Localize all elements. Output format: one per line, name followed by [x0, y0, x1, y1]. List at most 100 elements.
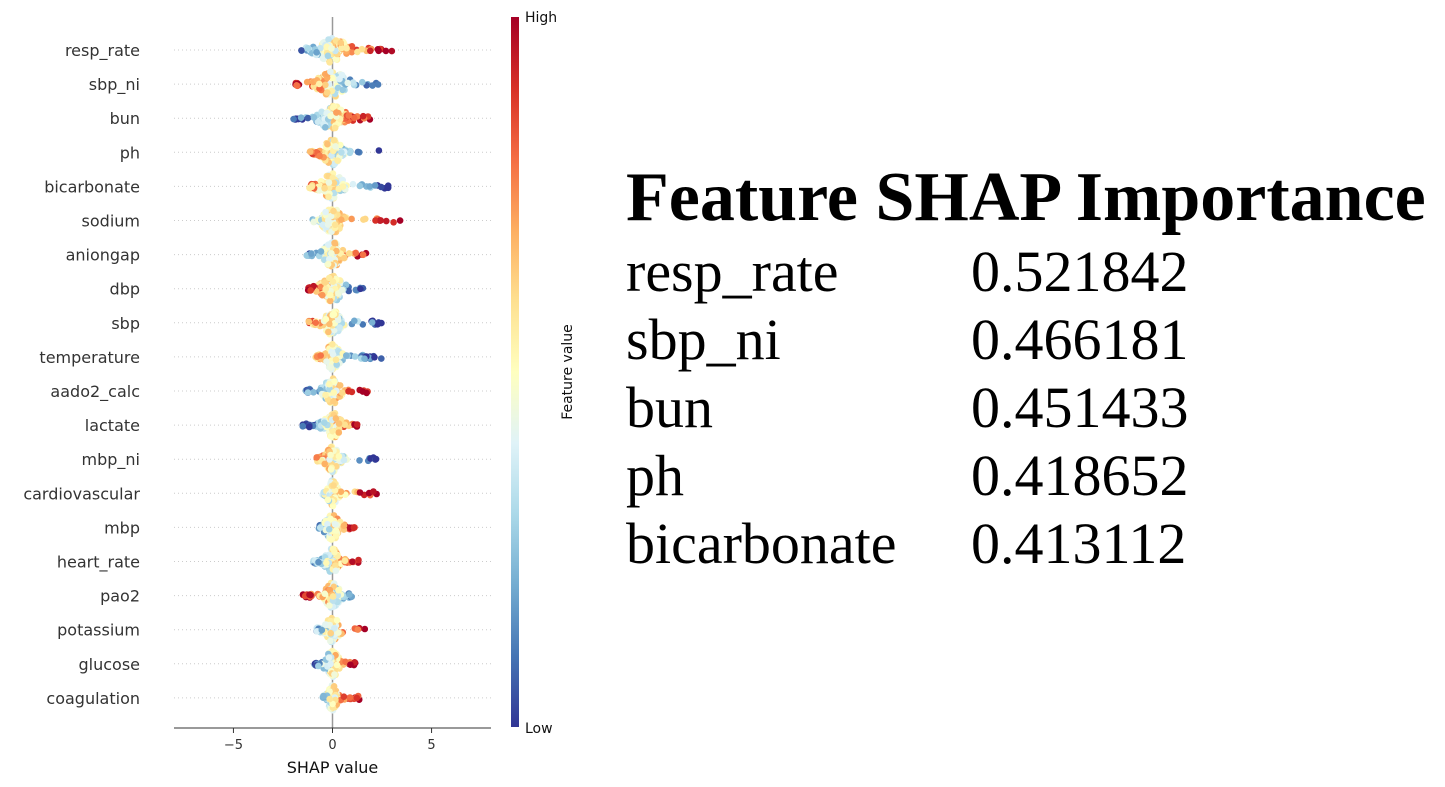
shap-point: [325, 654, 333, 661]
shap-point: [355, 556, 362, 564]
shap-point: [317, 248, 325, 255]
importance-value: 0.418652: [971, 443, 1189, 508]
colorbar-title: Feature value: [560, 324, 576, 420]
shap-point: [356, 489, 364, 496]
shap-point: [325, 328, 332, 336]
shap-point: [372, 217, 379, 224]
shap-point: [375, 147, 383, 154]
shap-point: [371, 182, 379, 189]
shap-point: [323, 89, 331, 96]
shap-point: [339, 86, 347, 94]
shap-points: [290, 35, 404, 714]
shap-point: [329, 104, 337, 111]
shap-point: [338, 44, 345, 52]
shap-point: [322, 315, 330, 323]
shap-point: [327, 637, 334, 645]
importance-feature-name: bun: [626, 375, 713, 440]
shap-point: [330, 137, 338, 144]
shap-point: [326, 59, 333, 66]
feature-label: ph: [120, 143, 140, 162]
shap-point: [362, 215, 369, 223]
shap-point: [304, 114, 312, 122]
shap-point: [327, 364, 335, 371]
x-tick-label: 0: [328, 738, 336, 753]
shap-point: [327, 629, 335, 637]
feature-label: sodium: [82, 212, 140, 231]
x-tick-label: 5: [427, 738, 435, 753]
importance-row: bicarbonate 0.413112: [626, 510, 1426, 578]
shap-point: [306, 591, 313, 598]
shap-point: [332, 562, 339, 569]
shap-point: [321, 590, 329, 597]
feature-label: aniongap: [66, 246, 140, 265]
shap-point: [322, 621, 329, 628]
shap-point: [353, 694, 361, 702]
shap-point: [354, 148, 362, 156]
shap-point: [333, 617, 341, 624]
shap-point: [344, 79, 352, 87]
shap-point: [325, 526, 333, 533]
importance-title: Feature SHAP Importance: [626, 159, 1426, 236]
shap-point: [308, 250, 315, 257]
shap-point: [290, 115, 297, 123]
shap-point: [328, 45, 335, 52]
shap-point: [326, 291, 334, 299]
shap-point: [333, 109, 340, 116]
feature-label: mbp: [104, 518, 140, 537]
importance-feature-name: sbp_ni: [626, 307, 781, 372]
shap-point: [323, 358, 330, 365]
shap-point: [346, 591, 353, 598]
importance-feature-name: resp_rate: [626, 239, 839, 304]
shap-point: [372, 455, 380, 463]
shap-point: [329, 545, 337, 553]
shap-point: [325, 193, 332, 201]
shap-point: [325, 36, 332, 43]
shap-point: [318, 626, 326, 634]
shap-point: [324, 520, 331, 528]
shap-point: [361, 625, 369, 633]
shap-point: [357, 285, 364, 293]
importance-value: 0.521842: [971, 239, 1189, 304]
shap-point: [306, 148, 314, 155]
shap-point: [390, 219, 397, 226]
shap-point: [383, 217, 390, 225]
feature-label: pao2: [100, 587, 140, 606]
importance-row: sbp_ni 0.466181: [626, 306, 1426, 374]
colorbar-high-label: High: [525, 10, 557, 26]
shap-point: [325, 241, 332, 248]
shap-point: [371, 354, 378, 361]
shap-point: [367, 47, 374, 55]
shap-point: [326, 320, 333, 328]
importance-feature-name: bicarbonate: [626, 511, 897, 576]
shap-point: [306, 423, 313, 431]
shap-point: [321, 279, 329, 286]
shap-point: [325, 179, 333, 186]
shap-point: [356, 457, 363, 464]
shap-point: [351, 353, 359, 360]
shap-point: [336, 324, 344, 331]
shap-point: [359, 388, 367, 395]
shap-point: [310, 389, 317, 396]
shap-point: [327, 660, 334, 668]
shap-point: [335, 453, 343, 460]
importance-value: 0.413112: [971, 511, 1187, 576]
shap-point: [353, 421, 361, 428]
shap-point: [333, 247, 340, 255]
shap-point: [356, 182, 364, 190]
shap-point: [341, 254, 348, 262]
shap-point: [341, 421, 349, 429]
row-guides: [174, 49, 491, 699]
shap-point: [366, 183, 374, 190]
shap-point: [324, 260, 332, 268]
shap-point: [351, 317, 358, 325]
importance-panel: Feature SHAP Importance resp_rate 0.5218…: [626, 158, 1426, 578]
shap-point: [345, 388, 352, 395]
shap-point: [342, 658, 349, 666]
shap-point: [305, 318, 313, 326]
shap-point: [331, 239, 338, 247]
shap-point: [322, 124, 329, 131]
shap-point: [332, 532, 340, 539]
shap-point: [339, 183, 347, 190]
shap-point: [313, 288, 320, 295]
